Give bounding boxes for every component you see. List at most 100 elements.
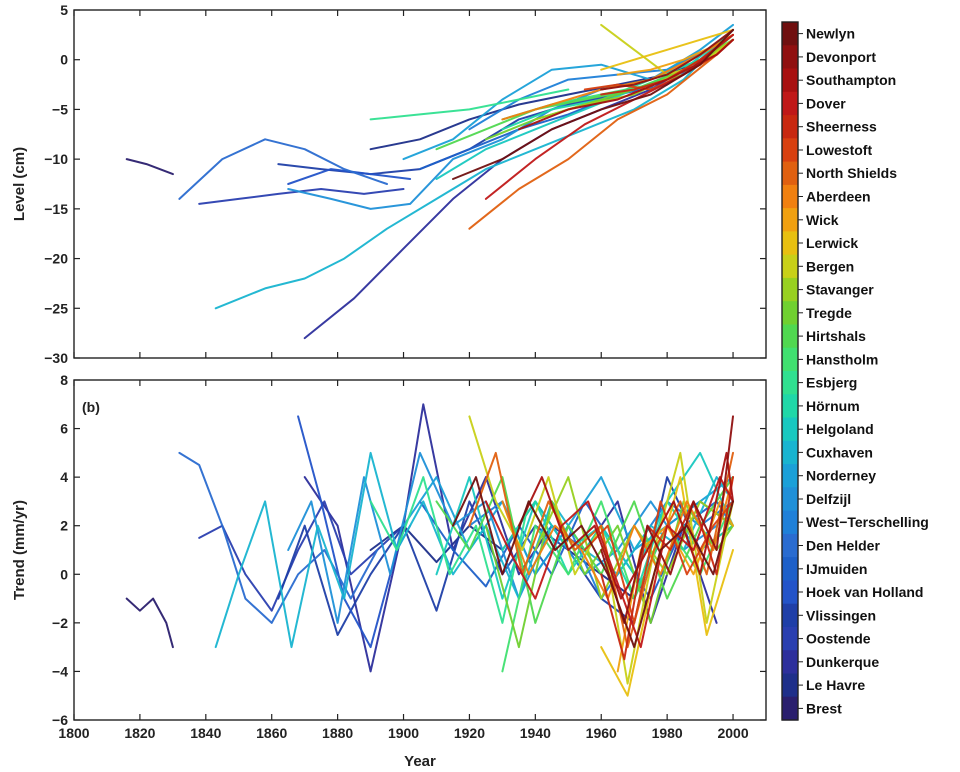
- level-ytick-label: −10: [44, 151, 68, 167]
- legend-station-label: Vlissingen: [806, 607, 876, 623]
- legend-station-label: Hanstholm: [806, 351, 878, 367]
- trend-ylabel: Trend (mm/yr): [11, 500, 28, 600]
- trend-series-group: [125, 403, 734, 697]
- level-series-brest: [125, 158, 174, 176]
- level-series-devonport: [600, 28, 734, 91]
- trend-axes-frame: [73, 379, 767, 721]
- trend-xtick-label: 1860: [256, 725, 287, 741]
- level-ytick-label: −25: [44, 300, 68, 316]
- colorbar-swatch: [782, 603, 798, 628]
- trend-xtick-label: 1940: [520, 725, 551, 741]
- legend-station-label: Delfzijl: [806, 491, 851, 507]
- colorbar-swatch: [782, 45, 798, 70]
- trend-series-esbjerg: [369, 476, 557, 624]
- level-ytick-label: −5: [52, 101, 68, 117]
- trend-series-sheerness: [600, 476, 734, 661]
- colorbar-swatch: [782, 487, 798, 512]
- trend-panel: −6 −4 −2 0 2 4 6 8 1800 1820 1840 1860 1880 1900 1920 1…: [11, 372, 767, 770]
- trend-xlabel: Year: [404, 753, 436, 770]
- trend-ytick-label: 8: [60, 372, 68, 388]
- trend-xtick-label: 1880: [322, 725, 353, 741]
- legend-station-label: Newlyn: [806, 26, 855, 42]
- legend-station-label: Stavanger: [806, 282, 874, 298]
- trend-ytick-label: 2: [60, 518, 68, 534]
- colorbar-swatch: [782, 231, 798, 256]
- legend-station-label: Devonport: [806, 49, 876, 65]
- colorbar-swatch: [782, 22, 798, 46]
- colorbar-swatch: [782, 580, 798, 605]
- level-series-norderney: [402, 23, 734, 161]
- colorbar-swatch: [782, 371, 798, 395]
- level-ticks-group: −30 −25 −20 −15 −10 −5 0 5: [44, 2, 766, 366]
- level-ytick-label: −15: [44, 201, 68, 217]
- level-ytick-label: −20: [44, 251, 68, 267]
- colorbar-swatch: [782, 650, 798, 675]
- colorbar-swatch: [782, 184, 798, 209]
- trend-xtick-label: 1820: [124, 725, 155, 741]
- trend-xtick-label: 1920: [454, 725, 485, 741]
- trend-series-dover: [484, 476, 734, 649]
- trend-ytick-label: −2: [52, 615, 68, 631]
- colorbar-swatch: [782, 277, 798, 302]
- station-colorbar: Newlyn Devonport Southampton Dover Sheerness…: [781, 21, 929, 721]
- colorbar-labels: Newlyn Devonport Southampton Dover Sheerness…: [806, 26, 929, 717]
- colorbar-swatch: [782, 115, 798, 139]
- level-series-west-terschelling: [468, 28, 734, 131]
- level-ytick-label: −30: [44, 350, 68, 366]
- colorbar-swatch: [782, 533, 798, 558]
- colorbar-blocks: [782, 22, 803, 721]
- colorbar-swatch: [782, 673, 798, 698]
- legend-station-label: Hoek van Holland: [806, 584, 923, 600]
- trend-ticks-group: −6 −4 −2 0 2 4 6 8 1800 1820 1840 1860 1880 1900 1920 1…: [52, 372, 766, 741]
- legend-station-label: Norderney: [806, 468, 876, 484]
- colorbar-swatch: [782, 696, 798, 721]
- level-series-lerwick: [600, 28, 734, 71]
- colorbar-swatch: [782, 417, 798, 442]
- trend-series-den-helder: [178, 451, 379, 624]
- trend-series-devonport: [600, 415, 734, 624]
- trend-series-oostende: [198, 500, 405, 612]
- legend-station-label: Esbjerg: [806, 375, 857, 391]
- legend-station-label: Dunkerque: [806, 654, 879, 670]
- trend-xtick-label: 2000: [717, 725, 748, 741]
- level-ytick-label: 5: [60, 2, 68, 18]
- trend-panel-label: (b): [82, 399, 100, 415]
- trend-series-newlyn: [452, 476, 734, 649]
- trend-ytick-label: 4: [60, 469, 68, 485]
- level-series-cuxhaven: [214, 28, 734, 310]
- level-series-esbjerg: [369, 88, 570, 121]
- legend-station-label: Dover: [806, 95, 846, 111]
- colorbar-swatch: [782, 324, 798, 349]
- trend-series-cuxhaven: [214, 451, 734, 649]
- legend-station-label: Lerwick: [806, 235, 858, 251]
- legend-station-label: Helgoland: [806, 421, 874, 437]
- legend-station-label: Bergen: [806, 258, 854, 274]
- level-panel: −30 −25 −20 −15 −10 −5 0 5 Level (cm): [11, 2, 767, 366]
- trend-series-lowestoft: [583, 500, 734, 624]
- trend-series-southampton: [517, 451, 734, 600]
- legend-station-label: Hirtshals: [806, 328, 866, 344]
- colorbar-swatch: [782, 68, 798, 93]
- legend-station-label: Lowestoft: [806, 142, 872, 158]
- legend-station-label: Wick: [806, 212, 839, 228]
- trend-xtick-label: 1980: [652, 725, 683, 741]
- legend-station-label: Hörnum: [806, 398, 860, 414]
- colorbar-swatch: [782, 208, 798, 232]
- level-series-newlyn: [452, 28, 734, 180]
- legend-station-label: Aberdeen: [806, 189, 871, 205]
- colorbar-swatch: [782, 464, 798, 488]
- legend-station-label: Sheerness: [806, 119, 877, 135]
- legend-station-label: Brest: [806, 700, 842, 716]
- legend-station-label: IJmuiden: [806, 561, 867, 577]
- colorbar-swatch: [782, 626, 798, 651]
- legend-station-label: West−Terschelling: [806, 514, 929, 530]
- colorbar-swatch: [782, 510, 798, 535]
- colorbar-swatch: [782, 440, 798, 465]
- level-series-le-havre: [369, 38, 734, 151]
- colorbar-swatch: [782, 161, 798, 186]
- trend-series-dunkerque: [303, 403, 718, 673]
- colorbar-swatch: [782, 91, 798, 116]
- colorbar-swatch: [782, 394, 798, 419]
- legend-station-label: Cuxhaven: [806, 444, 873, 460]
